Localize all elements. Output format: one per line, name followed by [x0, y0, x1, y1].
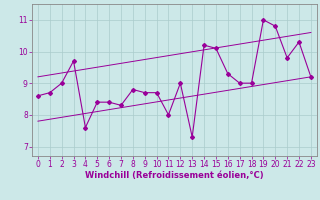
X-axis label: Windchill (Refroidissement éolien,°C): Windchill (Refroidissement éolien,°C) — [85, 171, 264, 180]
